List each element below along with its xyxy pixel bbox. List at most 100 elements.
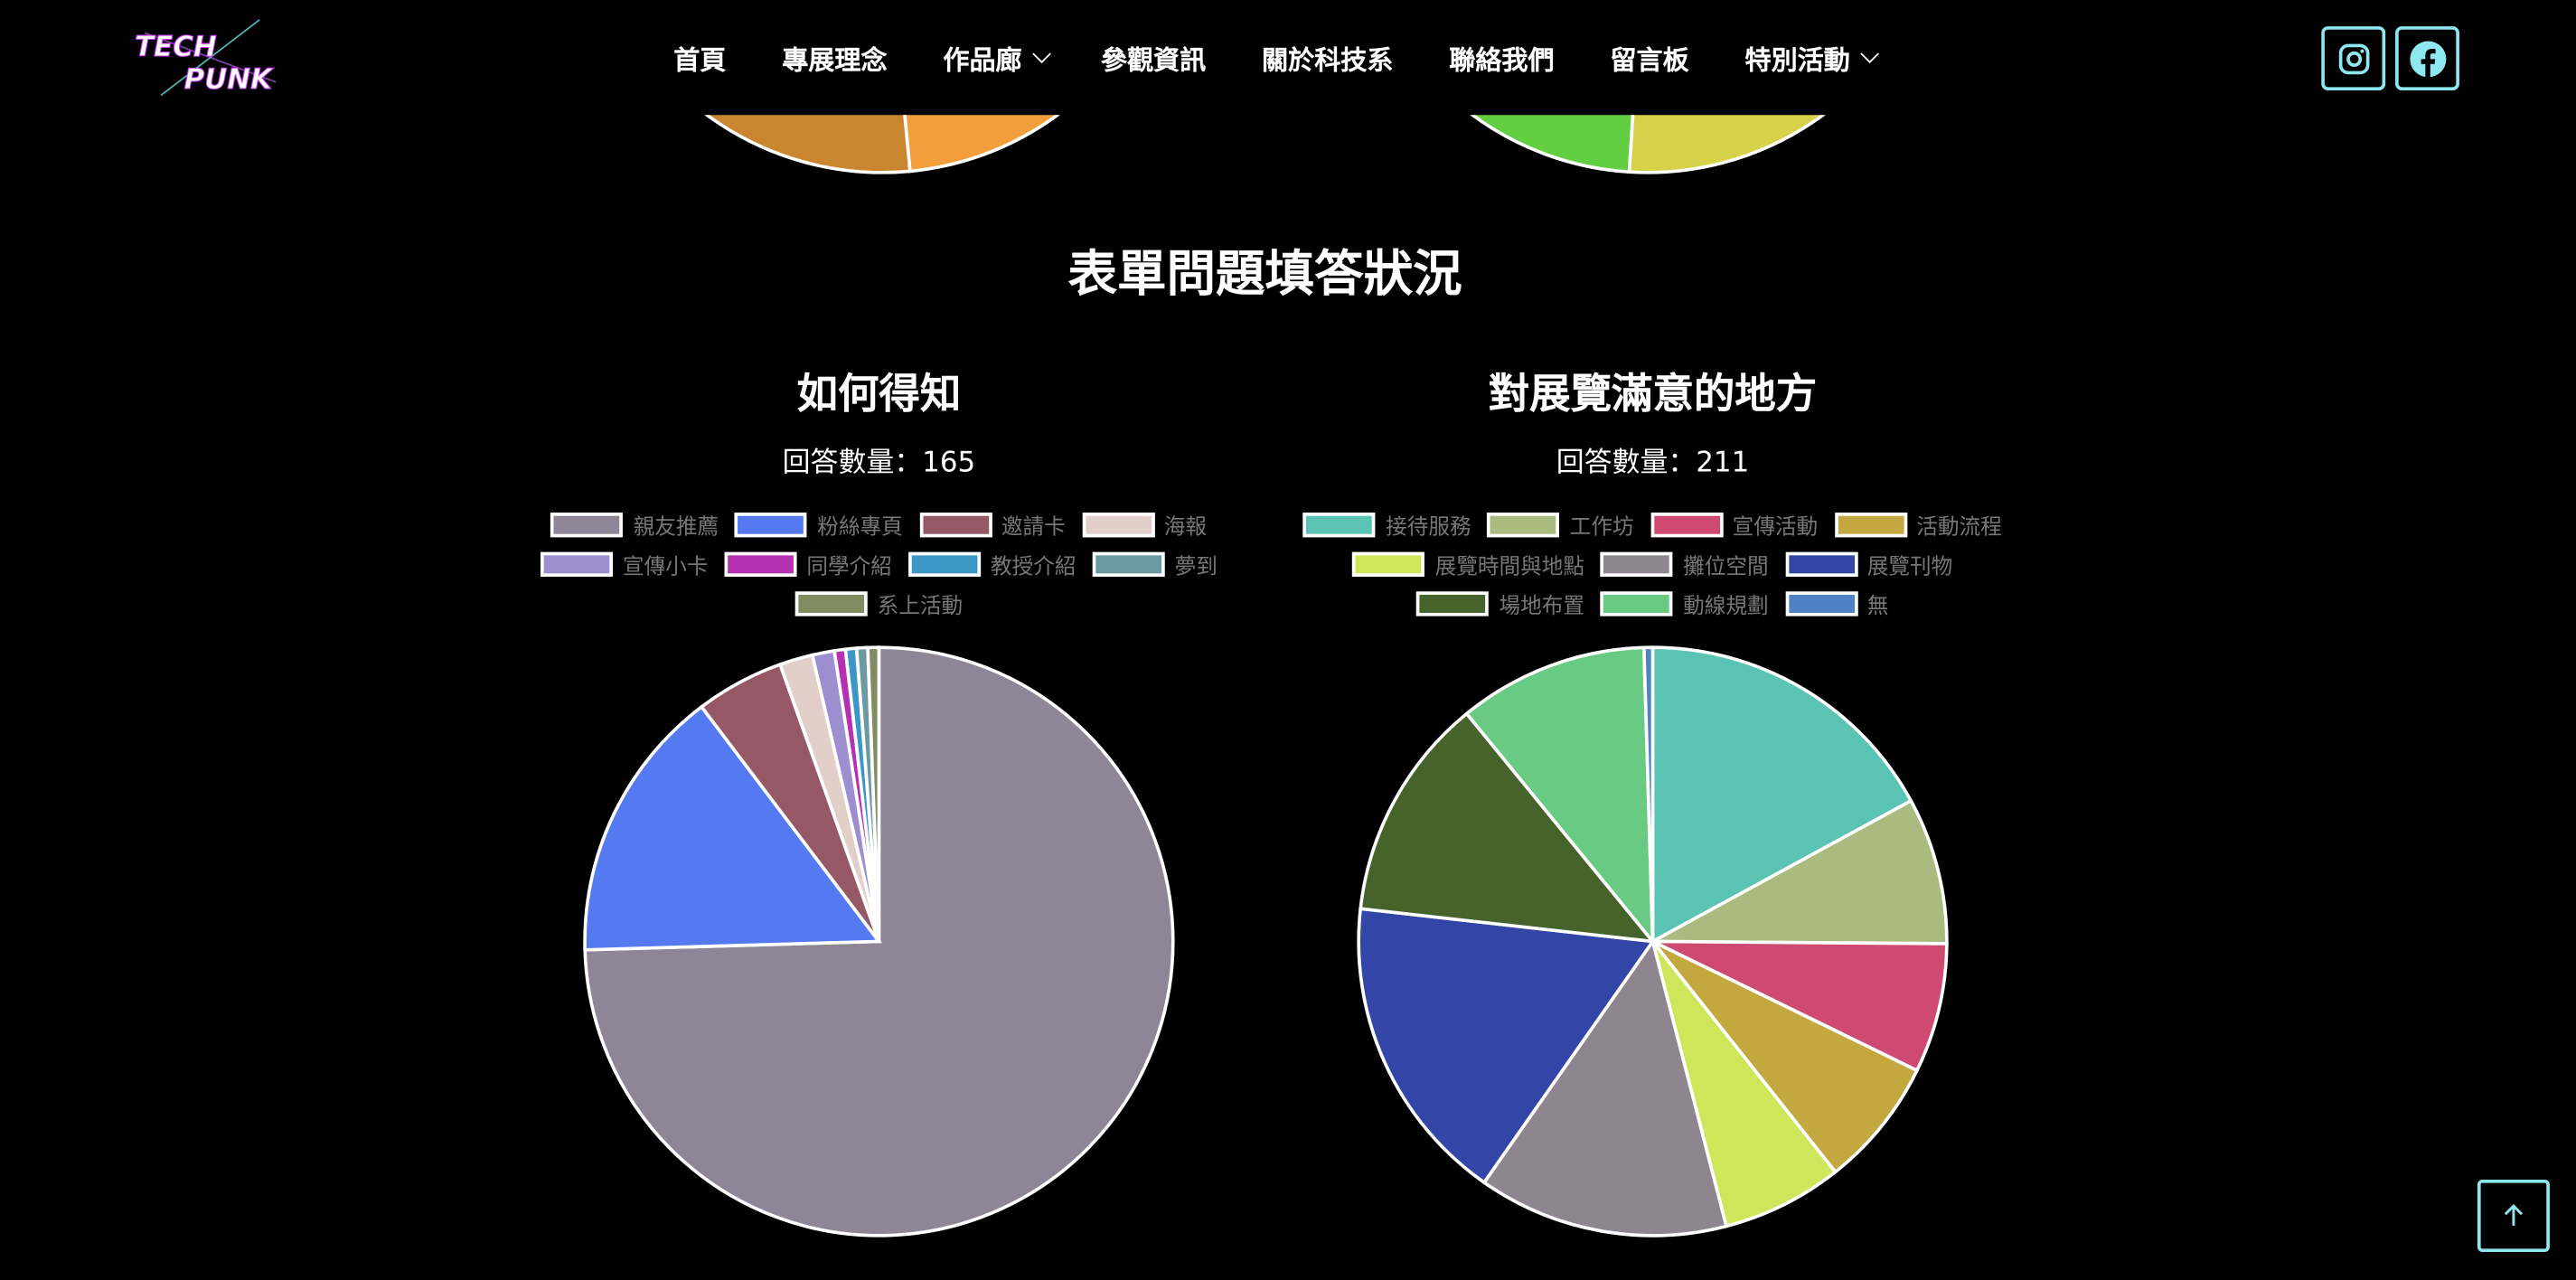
legend-item[interactable]: 系上活動 bbox=[794, 590, 963, 618]
legend-item[interactable]: 場地布置 bbox=[1416, 590, 1585, 619]
legend-item[interactable]: 同學介紹 bbox=[724, 551, 892, 579]
previous-charts-partial bbox=[704, 115, 1826, 174]
pie-slice-9[interactable] bbox=[1464, 645, 1655, 946]
legend-item[interactable]: 邀請卡 bbox=[918, 511, 1066, 540]
legend-swatch bbox=[1784, 590, 1857, 616]
legend-swatch bbox=[1650, 512, 1723, 537]
legend-label: 工作坊 bbox=[1569, 514, 1634, 541]
legend-swatch bbox=[1303, 512, 1377, 537]
partial-pie bbox=[704, 115, 1060, 174]
legend-item[interactable]: 展覽刊物 bbox=[1784, 551, 1953, 579]
response-count: 回答數量：165 bbox=[782, 447, 976, 480]
legend-swatch bbox=[1601, 551, 1674, 577]
chart-title: 對展覽滿意的地方 bbox=[1488, 369, 1818, 418]
legend-item[interactable]: 展覽時間與地點 bbox=[1352, 551, 1585, 579]
legend-label: 親友推薦 bbox=[633, 514, 719, 541]
legend-label: 海報 bbox=[1163, 514, 1208, 541]
legend-swatch bbox=[550, 512, 624, 537]
pie-slice-10[interactable] bbox=[1641, 645, 1655, 942]
legend-item[interactable]: 粉絲專頁 bbox=[735, 511, 903, 540]
legend-item[interactable]: 教授介紹 bbox=[908, 551, 1076, 579]
chart-legend: 接待服務 工作坊 宣傳活動 活動流程展覽時間與地點 攤位空間 展覽刊物場地布置 動線規劃 無 bbox=[1292, 511, 2015, 619]
svg-text:TECH: TECH bbox=[135, 31, 217, 63]
pie-slice-4[interactable] bbox=[1651, 939, 1920, 1175]
legend-label: 活動流程 bbox=[1916, 514, 2002, 541]
legend-item[interactable]: 宣傳小卡 bbox=[540, 551, 709, 579]
partial-pie-slice bbox=[903, 115, 1060, 174]
legend-swatch bbox=[794, 590, 868, 616]
legend-swatch bbox=[724, 551, 797, 577]
legend-item[interactable]: 接待服務 bbox=[1303, 511, 1471, 540]
pie-slice-3[interactable] bbox=[1651, 939, 1949, 1073]
nav-item[interactable]: 專展理念 bbox=[782, 38, 887, 78]
legend-swatch bbox=[908, 551, 982, 577]
legend-label: 接待服務 bbox=[1386, 514, 1471, 541]
nav-label: 作品廊 bbox=[943, 44, 1022, 76]
nav-item[interactable]: 特別活動 bbox=[1744, 38, 1880, 78]
legend-item[interactable]: 工作坊 bbox=[1487, 511, 1634, 540]
pie-slice-5[interactable] bbox=[1650, 940, 1838, 1228]
arrow-up-icon bbox=[2504, 1204, 2524, 1226]
legend-label: 宣傳小卡 bbox=[622, 554, 709, 579]
tech-punk-logo[interactable]: TECH PUNK bbox=[128, 16, 293, 99]
pie-slice-2[interactable] bbox=[583, 704, 882, 952]
legend-item[interactable]: 動線規劃 bbox=[1601, 590, 1769, 619]
nav-label: 專展理念 bbox=[782, 44, 888, 76]
nav-item[interactable]: 參觀資訊 bbox=[1101, 38, 1206, 78]
legend-label: 無 bbox=[1866, 594, 1889, 619]
pie-slice-9[interactable] bbox=[866, 645, 881, 942]
nav-item[interactable]: 聯絡我們 bbox=[1449, 38, 1554, 78]
pie-slice-7[interactable] bbox=[1357, 907, 1656, 1185]
legend-label: 展覽刊物 bbox=[1866, 554, 1953, 579]
chevron-down-icon bbox=[1860, 44, 1880, 64]
nav-label: 特別活動 bbox=[1744, 44, 1850, 76]
nav-item[interactable]: 首頁 bbox=[673, 38, 726, 78]
partial-pie-slice bbox=[1470, 115, 1635, 174]
legend-item[interactable]: 無 bbox=[1784, 590, 1889, 619]
legend-label: 夢到 bbox=[1174, 554, 1217, 579]
nav-label: 聯絡我們 bbox=[1449, 44, 1555, 76]
legend-label: 場地布置 bbox=[1499, 594, 1585, 619]
legend-item[interactable]: 活動流程 bbox=[1834, 511, 2002, 540]
legend-swatch bbox=[1784, 551, 1857, 577]
chart-legend: 親友推薦 粉絲專頁 邀請卡 海報宣傳小卡 同學介紹 教授介紹 夢到系上活動 bbox=[518, 511, 1241, 618]
legend-swatch bbox=[1352, 551, 1425, 577]
pie-slice-1[interactable] bbox=[1650, 645, 1913, 945]
legend-item[interactable]: 親友推薦 bbox=[550, 511, 719, 540]
legend-swatch bbox=[1416, 590, 1490, 616]
nav-item[interactable]: 作品廊 bbox=[943, 38, 1051, 78]
back-to-top-button[interactable] bbox=[2477, 1180, 2550, 1253]
chevron-down-icon bbox=[1032, 44, 1051, 64]
facebook-button[interactable] bbox=[2395, 26, 2459, 90]
legend-label: 宣傳活動 bbox=[1732, 514, 1819, 541]
nav-label: 首頁 bbox=[673, 44, 727, 76]
legend-item[interactable]: 攤位空間 bbox=[1601, 551, 1769, 579]
legend-label: 動線規劃 bbox=[1683, 594, 1769, 619]
legend-item[interactable]: 宣傳活動 bbox=[1650, 511, 1818, 540]
instagram-button[interactable] bbox=[2321, 26, 2386, 90]
response-count: 回答數量：211 bbox=[1556, 447, 1750, 480]
legend-label: 教授介紹 bbox=[991, 554, 1076, 579]
legend-label: 同學介紹 bbox=[806, 554, 892, 579]
nav-label: 參觀資訊 bbox=[1100, 44, 1207, 76]
legend-swatch bbox=[1092, 551, 1165, 577]
legend-swatch bbox=[540, 551, 613, 577]
chart-satisfaction: 對展覽滿意的地方 回答數量：211 接待服務 工作坊 宣傳活動 活動流程展覽時間與地點… bbox=[1258, 362, 2046, 619]
legend-swatch bbox=[1601, 590, 1674, 616]
chart-how-known: 如何得知 回答數量：165 親友推薦 粉絲專頁 邀請卡 海報 宣傳小卡 同學介紹 教授介紹 夢… bbox=[484, 362, 1273, 618]
svg-text:PUNK: PUNK bbox=[184, 63, 275, 96]
legend-swatch bbox=[735, 512, 808, 537]
legend-label: 粉絲專頁 bbox=[817, 514, 903, 541]
partial-pie-slice bbox=[1627, 115, 1826, 174]
nav-item[interactable]: 關於科技系 bbox=[1262, 38, 1393, 78]
legend-swatch bbox=[1487, 512, 1560, 537]
pie-slice-6[interactable] bbox=[1481, 937, 1729, 1238]
pie-slice-2[interactable] bbox=[1646, 798, 1949, 946]
nav-label: 關於科技系 bbox=[1262, 44, 1394, 76]
legend-item[interactable]: 海報 bbox=[1081, 511, 1207, 540]
legend-label: 邀請卡 bbox=[1001, 514, 1066, 541]
legend-label: 展覽時間與地點 bbox=[1434, 554, 1585, 579]
legend-item[interactable]: 夢到 bbox=[1092, 551, 1217, 579]
pie-slice-8[interactable] bbox=[1359, 711, 1657, 944]
nav-item[interactable]: 留言板 bbox=[1610, 38, 1688, 78]
